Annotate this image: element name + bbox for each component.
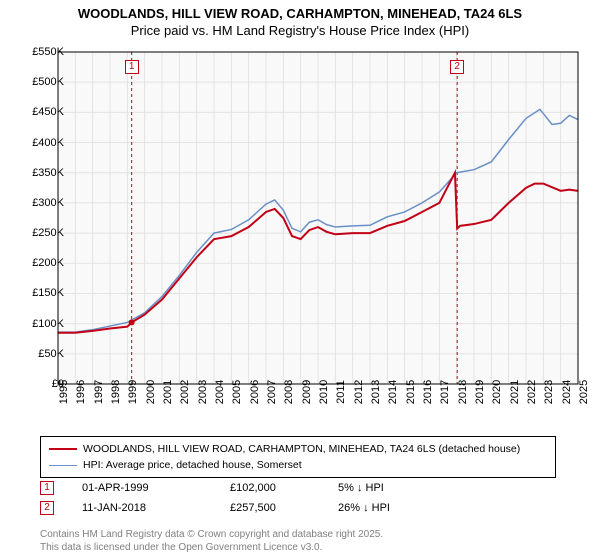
y-tick-label: £50K	[38, 348, 64, 360]
x-tick-label: 2010	[318, 380, 330, 404]
y-tick-label: £400K	[32, 137, 64, 149]
x-tick-label: 2011	[335, 380, 347, 404]
sale-row: 1 01-APR-1999 £102,000 5% ↓ HPI	[40, 478, 428, 498]
y-tick-label: £550K	[32, 46, 64, 58]
sale-price: £102,000	[230, 482, 310, 494]
x-tick-label: 2020	[491, 380, 503, 404]
footnote-line2: This data is licensed under the Open Gov…	[40, 542, 383, 555]
sale-badge-icon: 2	[40, 501, 54, 515]
sale-date: 01-APR-1999	[82, 482, 202, 494]
y-tick-label: £200K	[32, 257, 64, 269]
x-tick-label: 2007	[266, 380, 278, 404]
footnote-line1: Contains HM Land Registry data © Crown c…	[40, 529, 383, 542]
sale-date: 11-JAN-2018	[82, 502, 202, 514]
x-tick-label: 1999	[127, 380, 139, 404]
x-tick-label: 2023	[543, 380, 555, 404]
x-tick-label: 2004	[214, 380, 226, 404]
x-tick-label: 2017	[439, 380, 451, 404]
sale-badge-icon: 1	[40, 481, 54, 495]
x-tick-label: 2008	[283, 380, 295, 404]
x-tick-label: 1996	[75, 380, 87, 404]
x-tick-label: 2001	[162, 380, 174, 404]
x-tick-label: 2000	[145, 380, 157, 404]
sale-pct: 26% ↓ HPI	[338, 502, 428, 514]
x-tick-label: 2022	[526, 380, 538, 404]
x-tick-label: 2009	[301, 380, 313, 404]
x-tick-label: 2003	[197, 380, 209, 404]
chart-area	[52, 48, 584, 388]
legend-swatch-icon	[49, 465, 77, 466]
sale-row: 2 11-JAN-2018 £257,500 26% ↓ HPI	[40, 498, 428, 518]
sale-marker-badge: 1	[125, 60, 139, 74]
y-tick-label: £100K	[32, 318, 64, 330]
chart-container: WOODLANDS, HILL VIEW ROAD, CARHAMPTON, M…	[0, 0, 600, 560]
y-tick-label: £300K	[32, 197, 64, 209]
title-line1: WOODLANDS, HILL VIEW ROAD, CARHAMPTON, M…	[0, 6, 600, 21]
x-tick-label: 2012	[353, 380, 365, 404]
legend: WOODLANDS, HILL VIEW ROAD, CARHAMPTON, M…	[40, 436, 556, 478]
x-tick-label: 2025	[578, 380, 590, 404]
x-tick-label: 2002	[179, 380, 191, 404]
x-tick-label: 2006	[249, 380, 261, 404]
legend-label: WOODLANDS, HILL VIEW ROAD, CARHAMPTON, M…	[83, 443, 520, 455]
x-tick-label: 2014	[387, 380, 399, 404]
sale-pct: 5% ↓ HPI	[338, 482, 428, 494]
y-tick-label: £350K	[32, 167, 64, 179]
legend-swatch-icon	[49, 448, 77, 450]
title-line2: Price paid vs. HM Land Registry's House …	[0, 23, 600, 38]
x-tick-label: 2024	[561, 380, 573, 404]
legend-row: WOODLANDS, HILL VIEW ROAD, CARHAMPTON, M…	[49, 441, 547, 457]
sale-price: £257,500	[230, 502, 310, 514]
x-tick-label: 2013	[370, 380, 382, 404]
x-tick-label: 2021	[509, 380, 521, 404]
x-tick-label: 2015	[405, 380, 417, 404]
legend-label: HPI: Average price, detached house, Some…	[83, 459, 302, 471]
sale-marker-badge: 2	[450, 60, 464, 74]
x-tick-label: 2018	[457, 380, 469, 404]
legend-row: HPI: Average price, detached house, Some…	[49, 457, 547, 473]
x-tick-label: 2005	[231, 380, 243, 404]
title-block: WOODLANDS, HILL VIEW ROAD, CARHAMPTON, M…	[0, 0, 600, 38]
chart-svg	[52, 48, 584, 388]
y-tick-label: £450K	[32, 106, 64, 118]
x-tick-label: 2019	[474, 380, 486, 404]
y-tick-label: £250K	[32, 227, 64, 239]
sales-table: 1 01-APR-1999 £102,000 5% ↓ HPI 2 11-JAN-2018…	[40, 478, 428, 518]
x-tick-label: 2016	[422, 380, 434, 404]
x-tick-label: 1995	[58, 380, 70, 404]
y-tick-label: £150K	[32, 287, 64, 299]
y-tick-label: £500K	[32, 76, 64, 88]
x-tick-label: 1997	[93, 380, 105, 404]
footnote: Contains HM Land Registry data © Crown c…	[40, 529, 383, 554]
x-tick-label: 1998	[110, 380, 122, 404]
